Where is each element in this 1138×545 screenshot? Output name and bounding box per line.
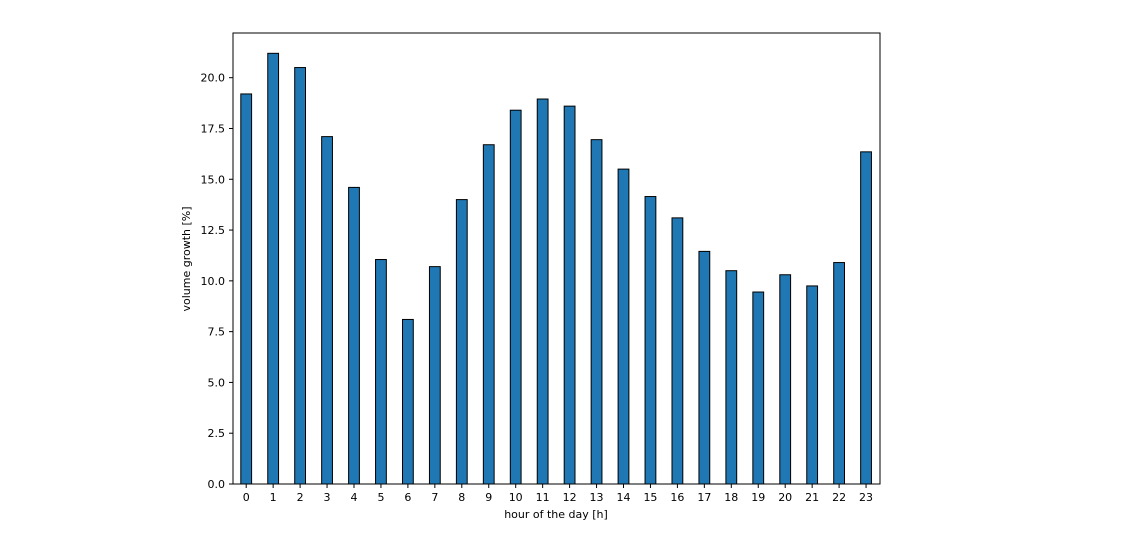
- bar-17: [698, 250, 711, 485]
- x-tick-label-14: 14: [617, 491, 631, 504]
- x-tick-label-7: 7: [431, 491, 438, 504]
- bar-8: [455, 199, 468, 485]
- bar-13: [590, 139, 603, 485]
- x-tick-label-16: 16: [670, 491, 684, 504]
- bar-4: [348, 186, 360, 485]
- x-tick-label-20: 20: [778, 491, 792, 504]
- y-tick-label-7.5: 7.5: [208, 326, 226, 339]
- bars-group: [240, 52, 872, 485]
- x-tick-label-15: 15: [643, 491, 657, 504]
- bar-9: [482, 144, 495, 485]
- bar-19: [752, 291, 765, 485]
- x-tick-label-8: 8: [458, 491, 465, 504]
- x-tick-label-0: 0: [243, 491, 250, 504]
- bar-11: [536, 98, 549, 485]
- y-tick-label-10.0: 10.0: [201, 275, 226, 288]
- x-tick-label-13: 13: [590, 491, 604, 504]
- x-tick-label-21: 21: [805, 491, 819, 504]
- x-tick-label-17: 17: [697, 491, 711, 504]
- x-axis: 0 1 2 3 4 5 6 7 8 9 10 11 12 13 14 15 16 17 18 19 20 21 22 23: [243, 484, 873, 504]
- bar-21: [806, 285, 819, 485]
- y-tick-label-20.0: 20.0: [201, 72, 226, 85]
- bar-18: [725, 270, 738, 485]
- y-tick-label-0.0: 0.0: [208, 478, 226, 491]
- bar-23: [860, 151, 872, 485]
- plot-area-frame: [232, 32, 881, 485]
- y-tick-label-15.0: 15.0: [201, 173, 226, 186]
- bar-16: [671, 217, 684, 485]
- y-tick-label-5.0: 5.0: [208, 376, 226, 389]
- bar-6: [402, 318, 414, 485]
- x-tick-label-10: 10: [509, 491, 523, 504]
- x-tick-label-3: 3: [324, 491, 331, 504]
- bar-22: [833, 262, 846, 485]
- x-tick-label-12: 12: [563, 491, 577, 504]
- x-tick-label-19: 19: [751, 491, 765, 504]
- x-tick-label-11: 11: [536, 491, 550, 504]
- y-tick-label-12.5: 12.5: [201, 224, 226, 237]
- bar-20: [779, 274, 792, 485]
- bar-10: [509, 109, 522, 485]
- y-axis: 0.0 2.5 5.0 7.5 10.0 12.5 15.0 17.5 20.0: [201, 72, 233, 491]
- bar-2: [294, 67, 307, 485]
- bar-12: [563, 105, 576, 485]
- bar-7: [428, 266, 441, 485]
- x-tick-label-2: 2: [297, 491, 304, 504]
- x-tick-label-18: 18: [724, 491, 738, 504]
- x-axis-label: hour of the day [h]: [504, 508, 608, 521]
- x-tick-label-22: 22: [832, 491, 846, 504]
- bar-3: [321, 136, 333, 485]
- x-tick-label-5: 5: [377, 491, 384, 504]
- x-tick-label-6: 6: [404, 491, 411, 504]
- x-tick-label-1: 1: [270, 491, 277, 504]
- bar-0: [240, 93, 253, 485]
- x-tick-label-9: 9: [485, 491, 492, 504]
- y-tick-label-17.5: 17.5: [201, 122, 226, 135]
- bar-5: [375, 259, 387, 485]
- y-tick-label-2.5: 2.5: [208, 427, 226, 440]
- bar-14: [617, 168, 630, 485]
- y-axis-label: volume growth [%]: [180, 206, 193, 311]
- bar-1: [267, 52, 280, 485]
- bar-15: [644, 196, 657, 485]
- x-tick-label-4: 4: [351, 491, 358, 504]
- x-tick-label-23: 23: [859, 491, 873, 504]
